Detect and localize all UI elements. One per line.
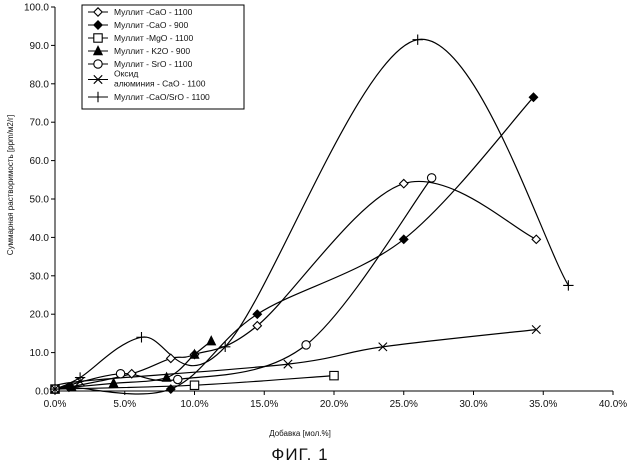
data-point-series-6 — [74, 372, 86, 383]
legend-marker — [93, 20, 103, 30]
data-point-series-2 — [189, 380, 200, 390]
legend-marker — [92, 91, 104, 103]
y-tick-label: 0.0 — [35, 387, 49, 398]
legend-entry-label: Муллит -CaO/SrO - 1100 — [114, 92, 210, 102]
figure-caption: ФИГ. 1 — [271, 445, 328, 464]
data-point-series-6 — [49, 383, 61, 395]
data-point-series-3 — [108, 377, 119, 388]
data-point-series-1 — [528, 92, 539, 103]
y-tick-label: 30.0 — [30, 271, 50, 282]
x-tick-label: 15.0% — [250, 399, 278, 410]
x-tick-label: 35.0% — [529, 399, 557, 410]
data-point-series-3 — [206, 335, 217, 346]
data-point-series-4 — [301, 340, 311, 350]
y-tick-label: 100.0 — [24, 3, 49, 14]
data-point-series-4 — [115, 368, 126, 379]
x-tick-label: 25.0% — [390, 399, 418, 410]
legend-marker — [93, 74, 103, 85]
data-point-series-3 — [161, 371, 172, 382]
x-tick-label: 0.0% — [44, 399, 67, 410]
data-point-series-2 — [329, 370, 339, 381]
legend-entry-label: алюминия - CaO - 1100 — [114, 79, 206, 89]
legend-entry-label: Муллит -CaO - 900 — [114, 20, 188, 30]
legend-marker — [93, 59, 103, 69]
series-line-0 — [54, 180, 537, 390]
x-tick-label: 30.0% — [459, 399, 487, 410]
x-tick-label: 5.0% — [113, 399, 136, 410]
data-point-series-5 — [531, 324, 541, 335]
data-point-series-0 — [126, 368, 137, 379]
legend-marker — [92, 45, 104, 56]
series-line-1 — [54, 96, 534, 395]
y-tick-label: 40.0 — [30, 233, 50, 244]
legend-entry-label: Муллит - SrO - 1100 — [114, 59, 193, 69]
data-point-series-0 — [252, 320, 263, 331]
data-point-series-3 — [66, 381, 77, 392]
series-line-5 — [53, 329, 537, 390]
data-point-series-6 — [563, 280, 574, 291]
data-point-series-0 — [531, 234, 542, 245]
series-line-4 — [54, 177, 433, 390]
data-point-series-6 — [219, 341, 231, 353]
y-tick-label: 60.0 — [30, 156, 50, 167]
axes: 0.0 10.0 20.0 30.0 40.0 50.0 60.0 70.0 80.0 90.0 1… — [24, 3, 627, 411]
legend-entry-label: Муллит - K2O - 900 — [114, 46, 190, 56]
data-point-series-1 — [398, 234, 409, 245]
legend: Муллит -CaO - 1100 Муллит -CaO - 900 Мулли… — [81, 4, 245, 110]
x-tick-label: 20.0% — [320, 399, 348, 410]
legend-marker — [93, 7, 103, 17]
data-point-series-5 — [378, 342, 388, 352]
y-tick-label: 10.0 — [30, 348, 50, 359]
data-point-series-3 — [189, 348, 200, 359]
legend-entry-label: Муллит -CaO - 1100 — [114, 7, 193, 17]
y-tick-label: 90.0 — [30, 41, 50, 52]
legend-box — [81, 4, 245, 110]
legend-marker — [93, 33, 103, 43]
y-tick-label: 80.0 — [30, 79, 50, 90]
x-tick-label: 10.0% — [180, 399, 208, 410]
data-point-series-4 — [173, 374, 183, 385]
data-point-series-6 — [412, 34, 423, 45]
data-point-series-0 — [165, 353, 176, 364]
data-point-series-0 — [398, 178, 409, 189]
data-point-series-4 — [426, 173, 437, 183]
y-tick-label: 50.0 — [30, 195, 50, 206]
series-markers — [49, 34, 574, 395]
x-axis-label: Добавка [мол.%] — [269, 429, 331, 438]
x-tick-label: 40.0% — [599, 399, 627, 410]
y-tick-label: 20.0 — [30, 310, 50, 321]
data-point-series-1 — [165, 384, 176, 395]
series-line-6 — [54, 38, 569, 390]
legend-entry-label: Оксид — [114, 69, 138, 79]
y-axis-label: Суммарная растворимость [ppm/м2/г] — [6, 115, 15, 255]
data-point-series-1 — [252, 309, 263, 320]
data-point-series-6 — [136, 332, 147, 343]
y-tick-label: 70.0 — [30, 118, 50, 129]
data-point-series-5 — [283, 359, 293, 369]
legend-entry-label: Муллит -MgO - 1100 — [114, 33, 194, 43]
